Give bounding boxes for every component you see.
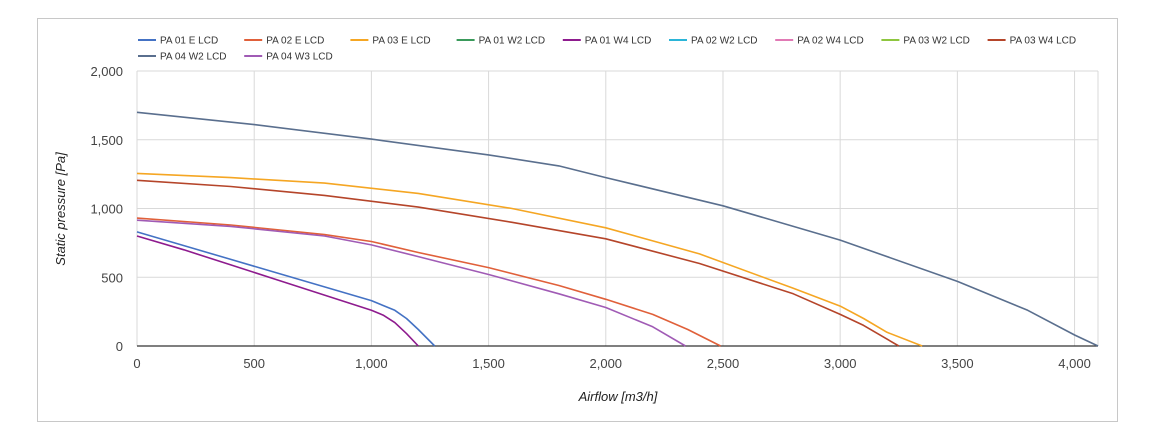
axes: 0 500 1,000 1,500 2,000 0 500 1,000 1,500 2,000 2,…: [90, 64, 1098, 371]
legend-entry: PA 01 W4 LCD: [585, 36, 652, 47]
x-tick-label: 1,500: [472, 356, 505, 371]
legend-entry: PA 02 W4 LCD: [797, 36, 864, 47]
series-line: [136, 172, 923, 347]
y-tick-label: 0: [116, 339, 123, 354]
legend: PA 01 E LCD PA 02 E LCD PA 03 E LCD PA 01 W…: [138, 36, 1076, 63]
series-line: [136, 217, 721, 347]
x-axis-title: Airflow [m3/h]: [578, 389, 658, 404]
legend-entry: PA 01 W2 LCD: [479, 36, 546, 47]
y-tick-label: 2,000: [90, 64, 123, 79]
grid: [136, 70, 1099, 346]
series-line: [136, 231, 436, 347]
series-line: [136, 179, 900, 347]
legend-entry: PA 04 W3 LCD: [266, 52, 333, 63]
x-tick-label: 2,500: [707, 356, 740, 371]
x-tick-label: 0: [133, 356, 140, 371]
legend-entry: PA 03 W2 LCD: [903, 36, 970, 47]
legend-entry: PA 02 E LCD: [266, 36, 324, 47]
legend-entry: PA 04 W2 LCD: [160, 52, 227, 63]
x-tick-label: 4,000: [1058, 356, 1091, 371]
legend-entry: PA 02 W2 LCD: [691, 36, 758, 47]
x-tick-label: 500: [243, 356, 265, 371]
y-tick-label: 500: [101, 270, 123, 285]
x-tick-label: 2,000: [590, 356, 623, 371]
x-tick-label: 3,500: [941, 356, 974, 371]
legend-entry: PA 01 E LCD: [160, 36, 218, 47]
legend-entry: PA 03 W4 LCD: [1010, 36, 1077, 47]
legend-entry: PA 03 E LCD: [372, 36, 430, 47]
x-tick-label: 3,000: [824, 356, 857, 371]
y-tick-label: 1,500: [90, 133, 123, 148]
y-axis-title: Static pressure [Pa]: [53, 152, 68, 266]
y-tick-label: 1,000: [90, 202, 123, 217]
series-lines: [136, 111, 1099, 347]
series-line: [136, 111, 1099, 347]
series-line: [136, 219, 686, 347]
x-tick-label: 1,000: [355, 356, 388, 371]
series-line: [136, 235, 419, 347]
chart-frame: [37, 18, 1118, 422]
